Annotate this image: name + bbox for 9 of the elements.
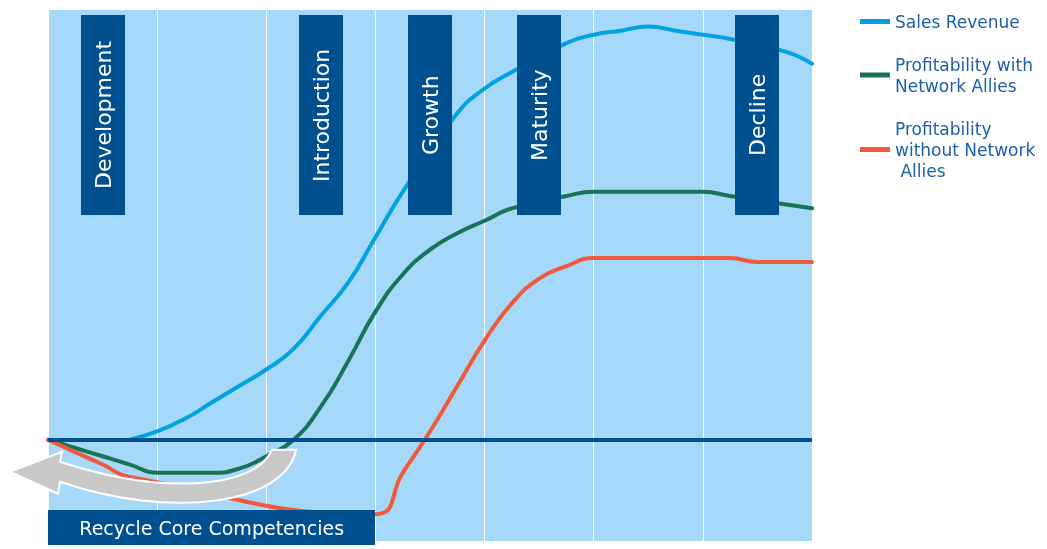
- legend-label: Sales Revenue: [895, 11, 1020, 32]
- label-box: Growth: [408, 15, 452, 215]
- label-box: Maturity: [517, 15, 562, 215]
- label-box: Recycle Core Competencies: [48, 510, 376, 545]
- label-box: Development: [80, 15, 125, 215]
- legend-label: Profitability without Network Allies: [895, 118, 1036, 181]
- label-box: Decline: [735, 15, 780, 215]
- label-box: Introduction: [298, 15, 343, 215]
- legend-label: Profitability with Network Allies: [895, 54, 1039, 96]
